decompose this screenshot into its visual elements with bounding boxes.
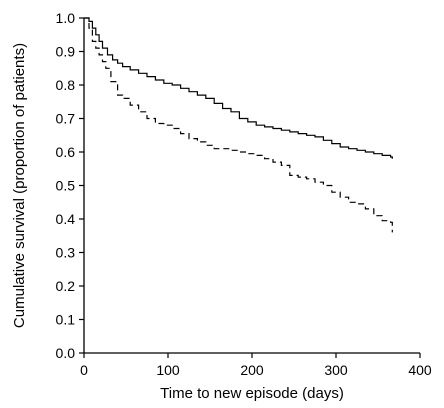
y-axis-ticks: 0.0 0.1 0.2 0.3 0.4 0.5 0.6 0.7 0.8 0.9 1.0 [56, 10, 84, 361]
y-tick-label: 0.2 [56, 278, 76, 294]
series-layer [84, 17, 393, 233]
series-solid-line [84, 17, 393, 159]
y-tick-label: 0.0 [56, 345, 76, 361]
x-tick-label: 100 [156, 362, 180, 378]
series-dashed-line [84, 17, 393, 233]
y-tick-label: 1.0 [56, 10, 76, 26]
y-tick-label: 0.5 [56, 178, 76, 194]
y-tick-label: 0.4 [56, 211, 76, 227]
y-tick-label: 0.7 [56, 111, 76, 127]
x-tick-label: 300 [324, 362, 348, 378]
y-tick-label: 0.1 [56, 312, 76, 328]
y-tick-label: 0.9 [56, 44, 76, 60]
y-tick-label: 0.8 [56, 77, 76, 93]
y-tick-label: 0.3 [56, 245, 76, 261]
x-tick-label: 0 [80, 362, 88, 378]
x-axis-ticks: 0 100 200 300 400 [80, 353, 432, 378]
x-axis-title: Time to new episode (days) [160, 385, 344, 402]
x-tick-label: 400 [408, 362, 432, 378]
y-tick-label: 0.6 [56, 144, 76, 160]
y-axis-title: Cumulative survival (proportion of patie… [11, 43, 28, 328]
x-tick-label: 200 [240, 362, 264, 378]
